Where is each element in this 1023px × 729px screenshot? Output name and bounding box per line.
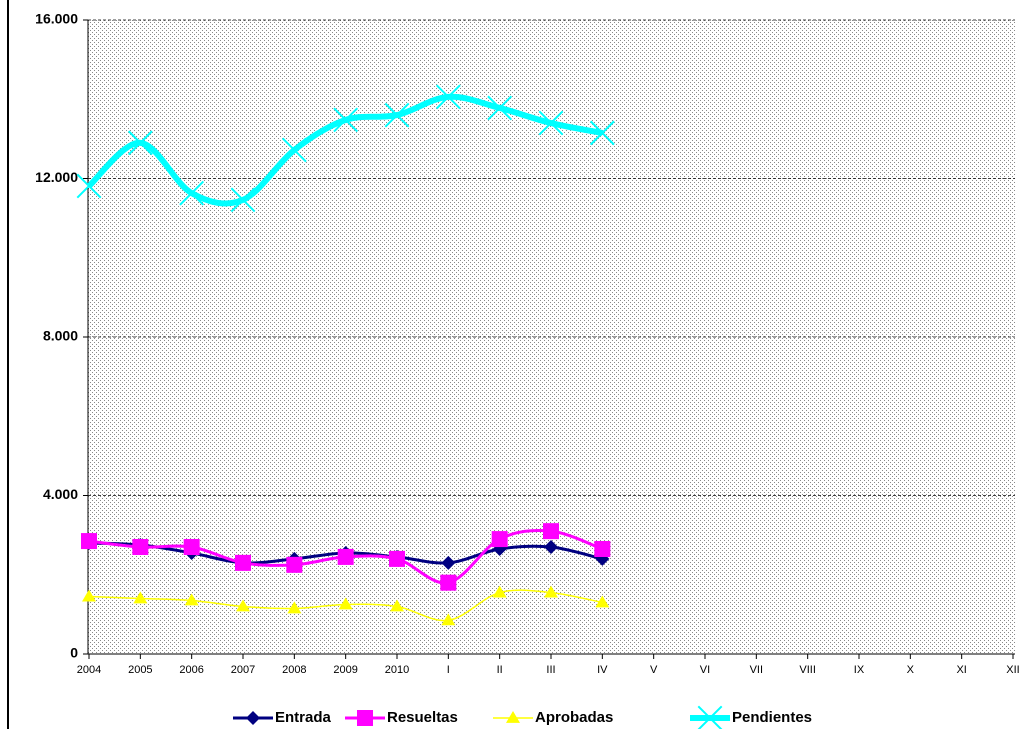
marker bbox=[337, 548, 354, 565]
marker bbox=[235, 554, 251, 571]
y-tick-label: 4.000 bbox=[43, 486, 78, 502]
legend-marker bbox=[246, 711, 260, 725]
marker bbox=[127, 130, 153, 156]
marker bbox=[543, 523, 559, 540]
marker bbox=[81, 533, 97, 550]
marker bbox=[390, 599, 404, 612]
legend-label: Entrada bbox=[275, 709, 332, 726]
marker bbox=[435, 84, 461, 110]
x-tick-label: V bbox=[650, 664, 658, 676]
x-tick-label: I bbox=[447, 664, 450, 676]
x-tick-label: VIII bbox=[799, 664, 816, 676]
marker bbox=[179, 180, 205, 206]
y-tick-label: 16.000 bbox=[35, 11, 78, 27]
legend-label: Aprobadas bbox=[535, 709, 613, 726]
x-tick-label: 2008 bbox=[282, 664, 306, 676]
marker bbox=[287, 601, 302, 614]
legend-label: Resueltas bbox=[387, 709, 458, 726]
marker bbox=[487, 95, 513, 121]
marker bbox=[338, 597, 353, 610]
marker bbox=[133, 591, 148, 604]
marker bbox=[440, 574, 457, 591]
marker bbox=[441, 555, 456, 570]
x-tick-label: X bbox=[907, 664, 915, 676]
marker bbox=[491, 531, 508, 548]
marker bbox=[389, 550, 405, 567]
x-tick-label: 2010 bbox=[385, 664, 409, 676]
marker bbox=[506, 711, 520, 723]
y-tick-label: 8.000 bbox=[43, 328, 78, 344]
x-tick-label: XII bbox=[1006, 664, 1019, 676]
marker bbox=[281, 137, 307, 163]
marker bbox=[357, 710, 373, 726]
marker bbox=[333, 107, 359, 133]
marker bbox=[697, 705, 723, 729]
marker bbox=[76, 173, 102, 199]
marker bbox=[538, 110, 564, 136]
y-tick-label: 0 bbox=[70, 645, 78, 661]
x-tick-label: IV bbox=[597, 664, 608, 676]
marker bbox=[246, 711, 260, 725]
legend-marker bbox=[697, 705, 723, 729]
marker bbox=[286, 556, 303, 573]
marker bbox=[589, 120, 615, 146]
marker bbox=[236, 599, 250, 612]
x-tick-label: 2005 bbox=[128, 664, 152, 676]
marker bbox=[492, 585, 507, 598]
x-tick-label: XI bbox=[956, 664, 966, 676]
x-tick-label: II bbox=[497, 664, 503, 676]
y-tick-label: 12.000 bbox=[35, 169, 78, 185]
legend-label: Pendientes bbox=[732, 709, 812, 726]
legend-marker bbox=[506, 711, 520, 723]
marker bbox=[82, 589, 96, 602]
marker bbox=[184, 593, 199, 606]
marker bbox=[132, 539, 149, 556]
marker bbox=[384, 102, 410, 128]
x-tick-label: III bbox=[546, 664, 555, 676]
marker bbox=[594, 540, 611, 557]
x-tick-label: VII bbox=[750, 664, 763, 676]
marker bbox=[595, 595, 610, 608]
marker bbox=[230, 187, 256, 213]
marker bbox=[544, 585, 558, 598]
marker bbox=[441, 613, 456, 626]
x-tick-label: 2006 bbox=[179, 664, 203, 676]
x-tick-label: 2007 bbox=[231, 664, 255, 676]
x-tick-label: 2009 bbox=[333, 664, 357, 676]
x-tick-label: VI bbox=[700, 664, 710, 676]
marker bbox=[544, 540, 558, 555]
x-tick-label: IX bbox=[854, 664, 865, 676]
marker bbox=[183, 539, 200, 556]
x-tick-label: 2004 bbox=[77, 664, 101, 676]
legend-marker bbox=[357, 710, 373, 726]
series-line bbox=[86, 93, 603, 207]
